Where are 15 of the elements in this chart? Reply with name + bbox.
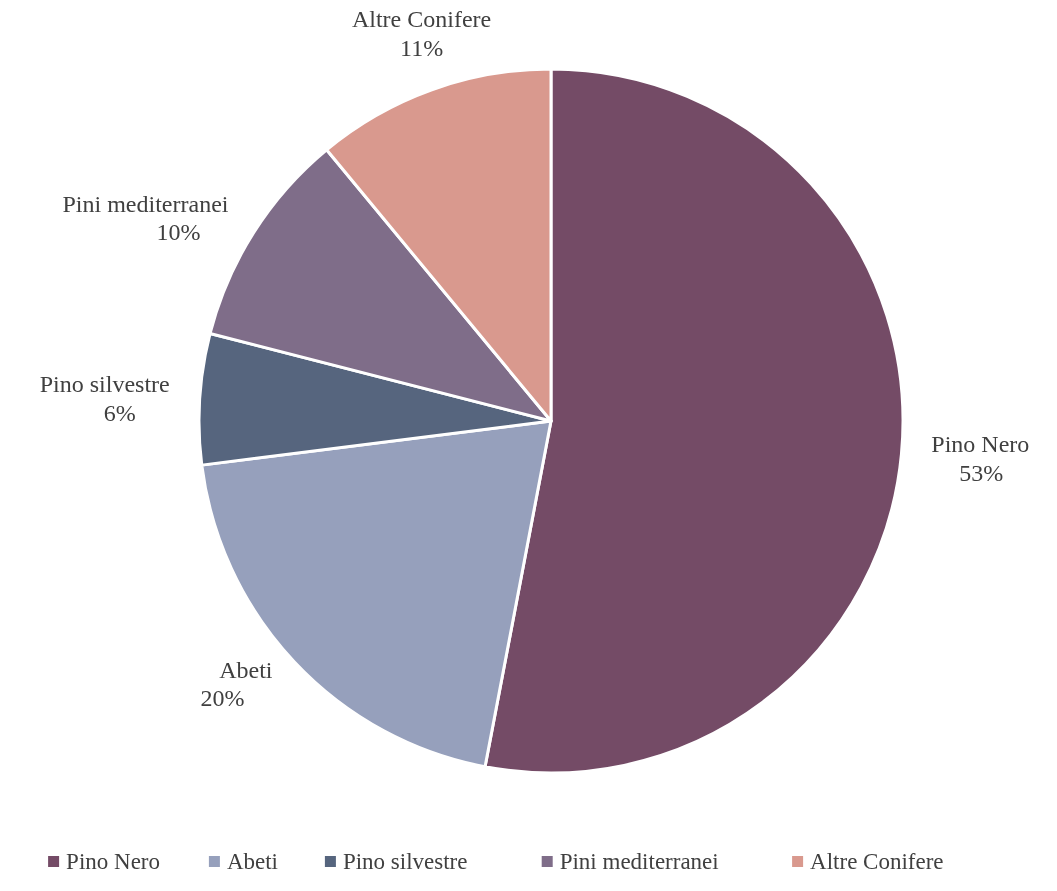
slice-label: Pino Nero	[931, 431, 1030, 458]
legend-label: Pino Nero	[66, 849, 161, 874]
data-label: 6%	[103, 400, 136, 427]
legend-label: Altre Conifere	[810, 849, 944, 874]
legend-label: Abeti	[226, 849, 279, 874]
slice-label: Pini mediterranei	[62, 190, 229, 217]
data-label: 11%	[400, 34, 444, 61]
legend-label: Pino silvestre	[342, 849, 468, 874]
slice-label: Pino silvestre	[39, 371, 170, 398]
legend-label: Pini mediterranei	[559, 849, 719, 874]
slice-label: Altre Conifere	[351, 5, 492, 32]
data-label: 20%	[200, 685, 245, 712]
data-label: 10%	[156, 219, 201, 246]
data-label: 53%	[959, 459, 1004, 486]
slice-label: Abeti	[219, 656, 273, 683]
